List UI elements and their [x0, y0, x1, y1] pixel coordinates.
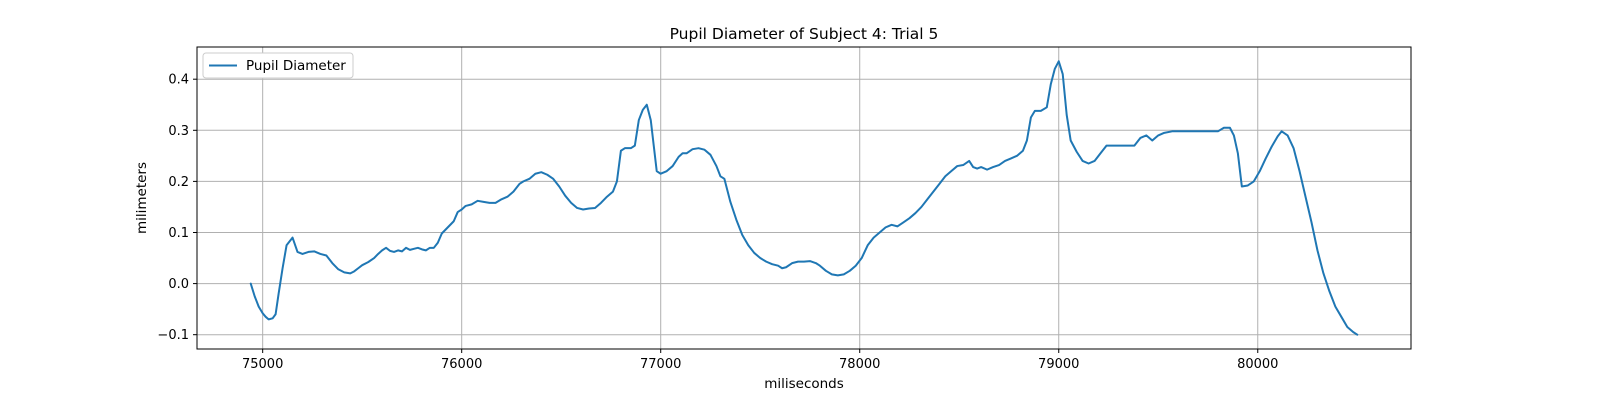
- x-tick-label: 80000: [1237, 357, 1278, 372]
- x-tick-label: 78000: [839, 357, 880, 372]
- legend-label: Pupil Diameter: [246, 58, 346, 74]
- x-tick-label: 75000: [242, 357, 283, 372]
- axis-ticks: 75000 76000 77000 78000 79000 80000 −0.1 0.0 0.1…: [157, 73, 1278, 372]
- x-axis-label: miliseconds: [764, 376, 844, 392]
- x-tick-label: 79000: [1038, 357, 1079, 372]
- y-tick-label: 0.3: [168, 124, 189, 139]
- chart-title: Pupil Diameter of Subject 4: Trial 5: [670, 25, 939, 43]
- x-tick-label: 77000: [640, 357, 681, 372]
- y-tick-label: 0.1: [168, 226, 189, 241]
- y-tick-label: 0.2: [168, 175, 189, 190]
- x-tick-label: 76000: [441, 357, 482, 372]
- series-layer: [249, 60, 1359, 336]
- y-axis-label: milimeters: [134, 162, 150, 234]
- legend-box: [202, 52, 354, 79]
- y-tick-label: −0.1: [157, 328, 189, 343]
- series-line-pupil-diameter: [249, 60, 1359, 336]
- plot-area-frame: [196, 46, 1412, 350]
- grid-lines: [197, 47, 1411, 349]
- y-tick-label: 0.0: [168, 277, 189, 292]
- legend: Pupil Diameter: [202, 52, 354, 79]
- y-tick-label: 0.4: [168, 73, 189, 88]
